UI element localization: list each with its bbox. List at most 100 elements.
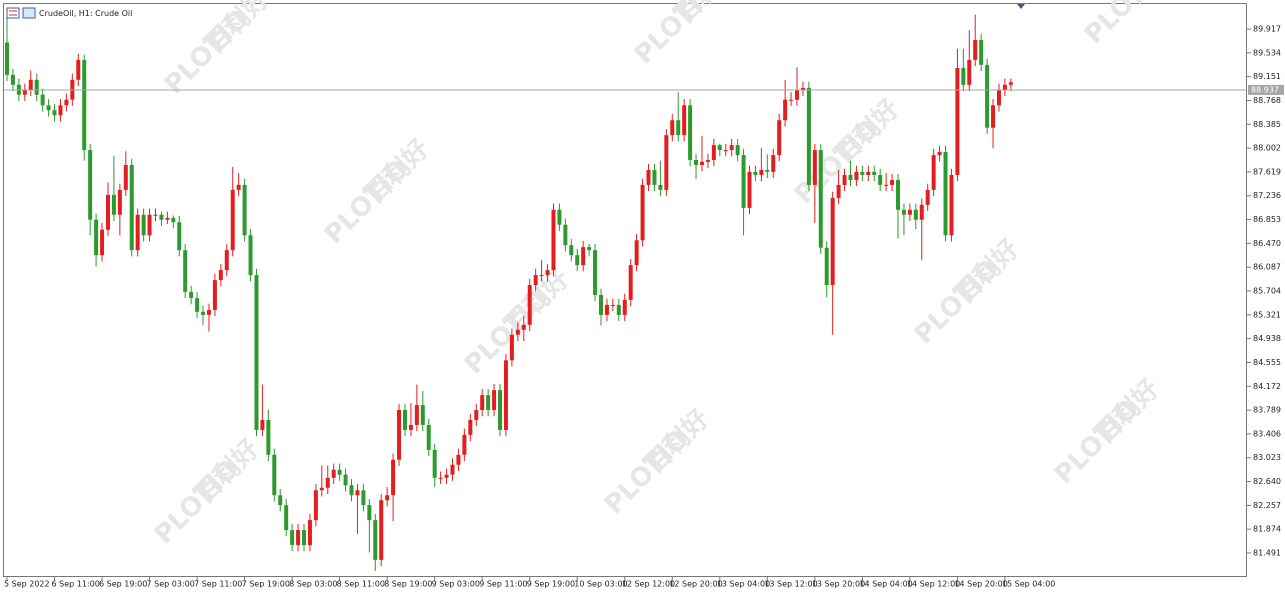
candle-body	[206, 309, 211, 315]
candle-body	[456, 454, 461, 465]
x-tick-label: 14 Sep 20:00	[954, 580, 1007, 589]
candle-body	[331, 469, 336, 478]
y-tick-label: 81.874	[1253, 525, 1281, 534]
candle-body	[76, 59, 81, 80]
candle-body	[420, 405, 425, 425]
candle-body	[628, 265, 633, 300]
y-tick-label: 81.491	[1253, 548, 1281, 557]
y-tick-label: 88.768	[1253, 96, 1281, 105]
candle-body	[533, 275, 538, 286]
candle-body	[646, 169, 651, 185]
candle-body	[391, 459, 396, 496]
candle-body	[28, 79, 33, 90]
x-tick-label: 13 Sep 12:00	[764, 580, 817, 589]
candle-body	[848, 174, 853, 180]
candle-body	[866, 171, 871, 175]
candle-body	[759, 169, 764, 175]
candle-body	[670, 120, 675, 136]
chart-icon[interactable]	[22, 7, 36, 19]
candles	[5, 14, 1013, 572]
candle-body	[806, 87, 811, 185]
candle-body	[450, 464, 455, 475]
candle-body	[599, 294, 603, 315]
x-tick-label: 14 Sep 04:00	[859, 580, 912, 589]
candle-body	[307, 520, 312, 545]
shift-marker	[1017, 4, 1025, 9]
candle-body	[218, 270, 223, 281]
candle-body	[515, 329, 520, 335]
plot-frame	[3, 3, 1247, 577]
candle-body	[890, 179, 895, 185]
candle-body	[777, 120, 782, 156]
candle-body	[349, 485, 354, 496]
candle-body	[296, 530, 301, 545]
x-tick-label: 8 Sep 11:00	[337, 580, 385, 589]
candle-body	[408, 424, 413, 430]
candle-body	[931, 155, 936, 190]
candle-body	[753, 171, 758, 175]
candle-body	[539, 275, 544, 277]
candle-body	[587, 247, 592, 251]
candle-body	[503, 360, 508, 430]
candle-body	[111, 194, 116, 215]
candle-body	[955, 67, 960, 175]
candle-body	[979, 40, 984, 65]
candle-body	[165, 217, 170, 220]
candle-body	[402, 410, 407, 430]
candle-body	[367, 505, 372, 521]
candle-body	[973, 40, 978, 60]
candle-body	[290, 530, 295, 545]
candle-body	[10, 74, 15, 85]
candle-body	[64, 99, 69, 106]
candle-body	[426, 424, 431, 450]
candle-body	[634, 240, 639, 266]
candle-body	[545, 270, 550, 276]
candle-body	[462, 434, 467, 455]
x-tick-label: 7 Sep 11:00	[194, 580, 242, 589]
candle-body	[878, 174, 883, 185]
candle-body	[521, 324, 526, 330]
candle-body	[129, 165, 134, 251]
y-tick-label: 83.023	[1253, 453, 1281, 462]
candle-body	[747, 171, 752, 208]
y-tick-label: 89.534	[1253, 48, 1281, 57]
y-tick-label: 84.938	[1253, 334, 1281, 343]
candle-body	[557, 209, 562, 225]
y-tick-label: 86.087	[1253, 263, 1281, 272]
candle-body	[373, 520, 378, 560]
y-tick-label: 88.002	[1253, 144, 1281, 153]
y-tick-label: 84.172	[1253, 382, 1281, 391]
candle-body	[46, 105, 51, 111]
candle-body	[141, 214, 146, 236]
menu-icon[interactable]	[6, 7, 20, 19]
candle-body	[961, 67, 966, 85]
candle-body	[236, 184, 241, 190]
candle-body	[100, 229, 105, 256]
candle-body	[688, 105, 693, 161]
x-tick-label: 7 Sep 19:00	[242, 580, 290, 589]
y-tick-label: 86.470	[1253, 239, 1281, 248]
candle-body	[658, 184, 663, 190]
candle-body	[919, 204, 924, 220]
x-tick-label: 9 Sep 19:00	[527, 580, 575, 589]
candle-body	[242, 184, 247, 236]
candle-body	[195, 298, 200, 312]
candle-body	[1002, 84, 1007, 90]
candle-body	[444, 474, 449, 478]
candle-body	[610, 304, 615, 306]
candle-body	[616, 304, 621, 315]
candle-body	[361, 490, 366, 506]
candle-body	[765, 169, 770, 172]
x-tick-label: 14 Sep 12:00	[907, 580, 960, 589]
candle-body	[147, 214, 152, 236]
x-tick-label: 7 Sep 03:00	[147, 580, 195, 589]
candle-body	[527, 285, 532, 325]
x-tick-label: 5 Sep 2022	[4, 580, 50, 589]
candle-body	[355, 490, 360, 496]
candle-body	[925, 189, 930, 205]
x-tick-label: 9 Sep 11:00	[479, 580, 527, 589]
y-tick-label: 83.406	[1253, 429, 1281, 438]
y-tick-label: 86.853	[1253, 215, 1281, 224]
candle-body	[789, 99, 794, 101]
